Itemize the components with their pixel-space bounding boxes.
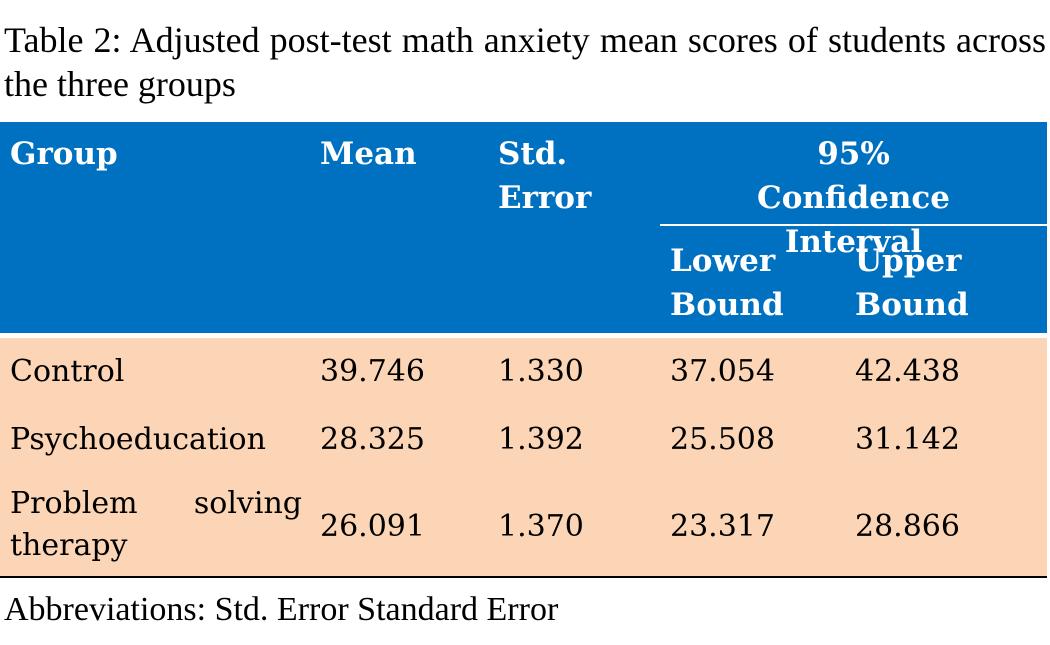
cell: 28.866 — [855, 509, 960, 544]
table-header — [0, 122, 1047, 333]
header-divider — [660, 224, 1047, 226]
cell: 25.508 — [670, 422, 775, 457]
header-cell: Upper Bound — [855, 243, 969, 323]
cell: 1.392 — [498, 422, 584, 457]
cell: 28.325 — [320, 422, 425, 457]
cell: 42.438 — [855, 354, 960, 389]
cell: 31.142 — [855, 422, 960, 457]
header-cell: 95% Confidence Interval — [757, 136, 950, 260]
row-label: Psychoeducation — [10, 422, 266, 457]
caption: Table 2: Adjusted post-test math anxiety… — [4, 20, 1046, 104]
header-cell: Group — [10, 136, 118, 172]
table-body — [0, 338, 1047, 577]
cell: 1.330 — [498, 354, 584, 389]
cell: 23.317 — [670, 509, 775, 544]
footnote: Abbreviations: Std. Error Standard Error — [4, 591, 559, 628]
cell: 39.746 — [320, 354, 425, 389]
cell: 1.370 — [498, 509, 584, 544]
row-label: Control — [10, 354, 125, 389]
bottom-rule — [0, 576, 1047, 578]
header-cell: Std. Error — [498, 136, 592, 216]
header-cell: Lower Bound — [670, 243, 784, 323]
row-label: Problem solving therapy — [10, 486, 302, 563]
cell: 37.054 — [670, 354, 775, 389]
cell: 26.091 — [320, 509, 425, 544]
header-cell: Mean — [320, 136, 417, 172]
